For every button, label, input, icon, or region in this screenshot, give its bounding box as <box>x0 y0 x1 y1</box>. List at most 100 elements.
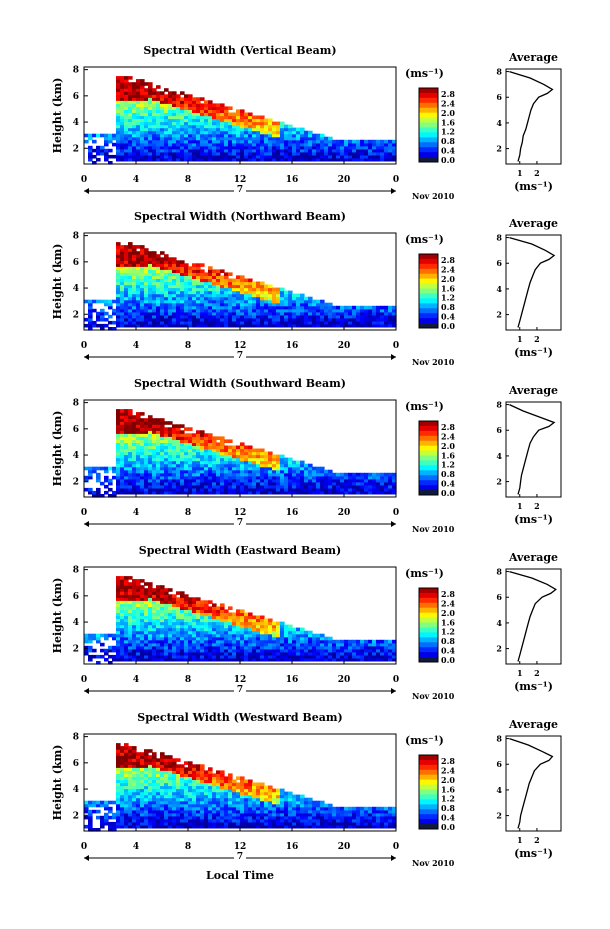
heatmap-cell <box>184 127 189 132</box>
heatmap-cell <box>320 654 325 659</box>
heatmap-cell <box>324 323 329 328</box>
heatmap-cell <box>116 469 121 474</box>
heatmap-cell <box>332 472 337 477</box>
heatmap-cell <box>268 639 273 644</box>
heatmap-cell <box>380 490 385 495</box>
heatmap-cell <box>140 245 145 249</box>
heatmap-cell <box>252 148 257 153</box>
heatmap-cell <box>356 657 361 662</box>
colorbar-tick-label: 1.2 <box>441 627 455 637</box>
heatmap-cell <box>140 85 145 89</box>
heatmap-cell <box>360 657 365 662</box>
heatmap-cell <box>116 272 121 276</box>
heatmap-cell <box>232 463 237 468</box>
heatmap-cell <box>212 621 217 626</box>
heatmap-cell <box>192 317 197 322</box>
heatmap-cell <box>132 260 137 264</box>
heatmap-cell <box>164 609 169 613</box>
heatmap-cell <box>328 648 333 653</box>
heatmap-cell <box>268 654 273 659</box>
profile-x-tick-label: 2 <box>534 168 540 178</box>
heatmap-cell <box>116 591 121 595</box>
heatmap-cell <box>148 103 153 107</box>
heatmap-cell <box>380 472 385 477</box>
heatmap-cell <box>184 302 189 307</box>
heatmap-cell <box>228 302 233 307</box>
heatmap-cell <box>136 94 141 98</box>
heatmap-cell <box>120 582 125 586</box>
heatmap-cell <box>288 302 293 307</box>
heatmap-cell <box>164 109 169 113</box>
heatmap-cell <box>176 308 181 313</box>
heatmap-cell <box>316 490 321 495</box>
heatmap-cell <box>376 484 381 489</box>
heatmap-cell <box>112 154 117 159</box>
heatmap-cell <box>124 254 129 258</box>
heatmap-cell <box>232 460 237 465</box>
heatmap-cell <box>136 85 141 89</box>
heatmap-cell <box>140 148 145 153</box>
heatmap-cell <box>380 139 385 144</box>
heatmap-cell <box>160 94 165 98</box>
heatmap-cell <box>368 305 373 310</box>
heatmap-cell <box>136 118 141 123</box>
heatmap-cell <box>168 320 173 325</box>
heatmap-cell <box>168 100 173 104</box>
heatmap-cell <box>388 151 393 156</box>
heatmap-cell <box>172 630 177 635</box>
heatmap-cell <box>176 615 181 620</box>
heatmap-cell <box>172 154 177 159</box>
heatmap-cell <box>116 773 121 777</box>
heatmap-cell <box>132 597 137 601</box>
heatmap-cell <box>228 115 233 120</box>
heatmap-cell <box>264 639 269 644</box>
heatmap-cell <box>192 463 197 468</box>
heatmap-cell <box>244 317 249 322</box>
heatmap-cell <box>248 621 253 626</box>
heatmap-cell <box>116 821 121 826</box>
heatmap-cell <box>348 154 353 159</box>
heatmap-cell <box>196 457 201 462</box>
heatmap-cell <box>124 272 129 276</box>
heatmap-cell <box>236 305 241 310</box>
heatmap-cell <box>152 612 157 617</box>
heatmap-cell <box>128 121 133 126</box>
heatmap-cell <box>124 478 129 483</box>
heatmap-cell <box>284 490 289 495</box>
heatmap-cell <box>288 305 293 310</box>
heatmap-cell <box>144 630 149 635</box>
heatmap-cell <box>152 651 157 656</box>
heatmap-cell <box>140 296 145 301</box>
heatmap-cell <box>376 145 381 150</box>
heatmap-cell <box>256 139 261 144</box>
heatmap-cell <box>292 460 297 465</box>
heatmap-cell <box>372 651 377 656</box>
heatmap-cell <box>200 645 205 650</box>
heatmap-cell <box>260 615 265 620</box>
heatmap-cell <box>144 139 149 144</box>
heatmap-cell <box>184 612 189 617</box>
heatmap-cell <box>252 478 257 483</box>
heatmap-cell <box>164 657 169 662</box>
heatmap-cell <box>120 776 125 780</box>
heatmap-cell <box>116 445 121 450</box>
heatmap-cell <box>156 636 161 641</box>
heatmap-cell <box>160 484 165 489</box>
heatmap-cell <box>312 645 317 650</box>
heatmap-cell <box>360 317 365 322</box>
heatmap-cell <box>220 630 225 635</box>
heatmap-cell <box>196 133 201 138</box>
heatmap-cell <box>160 645 165 650</box>
heatmap-cell <box>140 609 145 613</box>
heatmap-cell <box>288 466 293 471</box>
heatmap-cell <box>116 320 121 325</box>
heatmap-cell <box>144 636 149 641</box>
heatmap-cell <box>308 645 313 650</box>
heatmap-cell <box>160 627 165 632</box>
heatmap-cell <box>116 121 121 126</box>
heatmap-cell <box>272 302 277 307</box>
heatmap-cell <box>316 139 321 144</box>
heatmap-cell <box>124 475 129 480</box>
heatmap-cell <box>336 654 341 659</box>
heatmap-cell <box>224 439 229 443</box>
